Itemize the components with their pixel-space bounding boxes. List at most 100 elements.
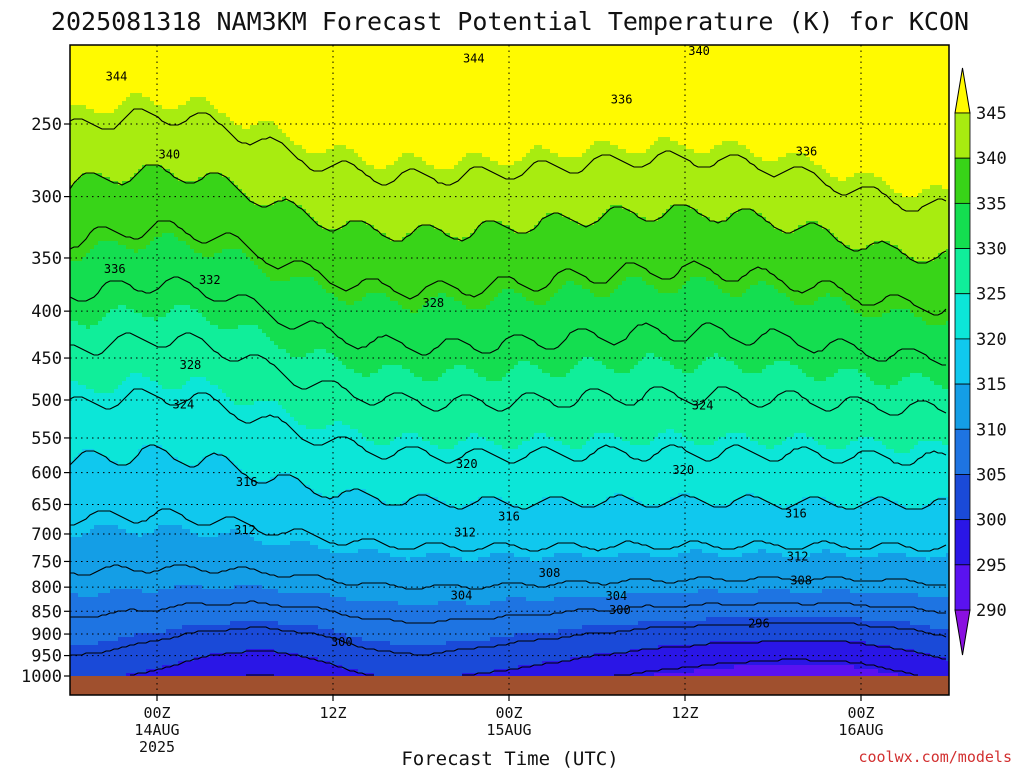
heat-cell [190, 349, 194, 353]
heat-cell [146, 185, 150, 189]
heat-cell [170, 285, 174, 289]
heat-cell [78, 253, 82, 257]
heat-cell [166, 341, 170, 345]
heat-cell [182, 85, 186, 89]
heat-cell [78, 425, 82, 429]
heat-cell [142, 489, 146, 493]
heat-cell [158, 505, 162, 509]
heat-cell [102, 605, 106, 609]
heat-cell [118, 197, 122, 201]
heat-cell [118, 409, 122, 413]
heat-cell [82, 357, 86, 361]
heat-cell [142, 617, 146, 621]
heat-cell [102, 289, 106, 293]
heat-cell [138, 397, 142, 401]
heat-cell [134, 301, 138, 305]
heat-cell [174, 429, 178, 433]
heat-cell [114, 49, 118, 53]
heat-cell [122, 485, 126, 489]
heat-cell [166, 261, 170, 265]
heat-cell [86, 409, 90, 413]
heat-cell [186, 261, 190, 265]
heat-cell [154, 101, 158, 105]
heat-cell [134, 97, 138, 101]
heat-cell [138, 217, 142, 221]
heat-cell [166, 217, 170, 221]
heat-cell [82, 113, 86, 117]
heat-cell [118, 245, 122, 249]
heat-cell [150, 473, 154, 477]
heat-cell [106, 569, 110, 573]
heat-cell [90, 541, 94, 545]
heat-cell [118, 305, 122, 309]
heat-cell [150, 441, 154, 445]
heat-cell [130, 473, 134, 477]
heat-cell [174, 93, 178, 97]
heat-cell [74, 613, 78, 617]
heat-cell [130, 77, 134, 81]
heat-cell [150, 445, 154, 449]
heat-cell [86, 157, 90, 161]
heat-cell [82, 429, 86, 433]
heat-cell [74, 157, 78, 161]
heat-cell [166, 317, 170, 321]
heat-cell [134, 93, 138, 97]
heat-cell [78, 133, 82, 137]
heat-cell [94, 309, 98, 313]
heat-cell [182, 129, 186, 133]
heat-cell [146, 461, 150, 465]
heat-cell [170, 521, 174, 525]
heat-cell [90, 97, 94, 101]
heat-cell [94, 269, 98, 273]
heat-cell [146, 181, 150, 185]
heat-cell [142, 177, 146, 181]
heat-cell [98, 597, 102, 601]
heat-cell [170, 617, 174, 621]
heat-cell [118, 665, 122, 669]
heat-cell [78, 629, 82, 633]
heat-cell [186, 85, 190, 89]
heat-cell [182, 269, 186, 273]
heat-cell [134, 657, 138, 661]
heat-cell [174, 369, 178, 373]
heat-cell [86, 589, 90, 593]
heat-cell [90, 277, 94, 281]
heat-cell [90, 65, 94, 69]
heat-cell [130, 313, 134, 317]
heat-cell [98, 245, 102, 249]
heat-cell [130, 629, 134, 633]
heat-cell [142, 581, 146, 585]
heat-cell [94, 573, 98, 577]
heat-cell [82, 581, 86, 585]
heat-cell [162, 425, 166, 429]
heat-cell [106, 361, 110, 365]
heat-cell [134, 577, 138, 581]
heat-cell [106, 149, 110, 153]
heat-cell [74, 333, 78, 337]
heat-cell [98, 477, 102, 481]
heat-cell [94, 469, 98, 473]
heat-cell [114, 553, 118, 557]
heat-cell [166, 625, 170, 629]
heat-cell [138, 281, 142, 285]
heat-cell [110, 537, 114, 541]
heat-cell [126, 425, 130, 429]
heat-cell [98, 621, 102, 625]
heat-cell [174, 341, 178, 345]
heat-cell [150, 325, 154, 329]
heat-cell [82, 393, 86, 397]
heat-cell [170, 233, 174, 237]
heat-cell [114, 597, 118, 601]
heat-cell [110, 629, 114, 633]
heat-cell [186, 169, 190, 173]
heat-cell [106, 625, 110, 629]
heat-cell [118, 205, 122, 209]
heat-cell [98, 321, 102, 325]
heat-cell [158, 349, 162, 353]
heat-cell [102, 233, 106, 237]
heat-cell [178, 65, 182, 69]
heat-cell [138, 81, 142, 85]
heat-cell [74, 557, 78, 561]
heat-cell [190, 449, 194, 453]
heat-cell [114, 189, 118, 193]
